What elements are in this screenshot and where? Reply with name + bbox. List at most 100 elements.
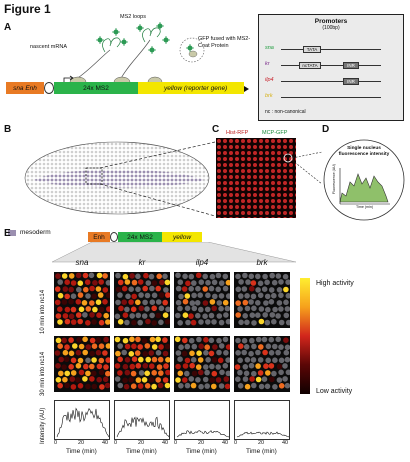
nucleus: [219, 369, 225, 376]
nucleus: [177, 305, 183, 312]
nucleus: [225, 344, 230, 350]
transcription-schematic: [63, 22, 205, 88]
nucleus: [175, 363, 181, 370]
nucleus: [262, 349, 268, 356]
nucleus: [223, 312, 229, 318]
nucleus: [184, 357, 191, 364]
intensity-trace-line: [116, 416, 170, 438]
time-axis-label: Time (min): [126, 448, 157, 455]
colorbar-high-label: High activity: [316, 280, 354, 287]
nucleus: [197, 357, 204, 363]
nucleus: [145, 318, 151, 325]
nucleus: [215, 286, 221, 293]
nucleus: [204, 383, 210, 389]
promoters-box: Promoters (100bp) sna TATA kr ncTATA INR…: [258, 14, 404, 121]
nucleus: [255, 349, 261, 356]
nucleus: [62, 286, 69, 292]
nucleus: [77, 318, 83, 325]
promoter-box-label: INR: [347, 63, 355, 68]
nucleus: [91, 370, 97, 377]
nucleus: [103, 364, 109, 370]
nucleus: [283, 349, 290, 356]
nucleus: [243, 344, 250, 350]
nucleus: [57, 279, 63, 285]
activity-colorbar: [300, 278, 310, 394]
nucleus: [284, 344, 290, 351]
nucleus: [85, 320, 91, 326]
nucleus: [212, 293, 218, 300]
nucleus: [215, 272, 222, 279]
nucleus: [215, 377, 222, 383]
time-tick-label: 0: [114, 440, 118, 446]
nuclei-activity-grid: [114, 336, 170, 392]
nucleus: [268, 287, 275, 293]
nucleus: [55, 363, 61, 369]
nucleus: [151, 305, 157, 312]
nucleus: [216, 313, 223, 319]
nucleus: [238, 293, 244, 299]
nucleus: [117, 319, 124, 325]
nucleus: [203, 350, 209, 356]
column-header-sna: sna: [75, 258, 89, 267]
intensity-trace-plot: [234, 400, 290, 440]
nucleus: [251, 320, 257, 326]
nucleus: [222, 363, 229, 369]
nucleus: [222, 336, 229, 343]
nucleus: [137, 344, 143, 350]
nucleus: [57, 319, 63, 325]
intensity-axis-label: Intensity (AU): [40, 407, 46, 444]
nucleus: [278, 306, 284, 312]
nucleus: [244, 319, 250, 326]
panel-e-promoter: [110, 232, 118, 242]
nucleus: [202, 313, 208, 319]
nuclei-activity-grid: [234, 272, 290, 328]
nucleus: [144, 292, 151, 299]
nucleus: [209, 299, 216, 305]
nucleus: [122, 337, 129, 344]
nucleus: [58, 356, 64, 363]
promoter-box-label: ncTATA: [302, 63, 318, 68]
nucleus: [198, 306, 204, 313]
nucleus: [175, 299, 182, 306]
promoter-box-nctata: ncTATA: [299, 62, 321, 69]
nucleus: [194, 300, 201, 306]
nucleus: [205, 357, 211, 363]
panel-letter-c: C: [212, 124, 220, 135]
single-nucleus-plot: [323, 139, 405, 221]
nucleus: [99, 384, 105, 390]
nucleus: [225, 279, 230, 286]
nuclei-activity-grid: [234, 336, 290, 392]
nucleus: [92, 306, 98, 313]
column-header-brk: brk: [256, 258, 268, 267]
nucleus: [82, 336, 88, 343]
nucleus: [144, 370, 150, 377]
nucleus: [61, 273, 68, 279]
nucleus: [195, 377, 201, 383]
nucleus: [142, 299, 148, 306]
panel-e-trapezoid: [51, 242, 297, 263]
nucleus: [285, 319, 290, 326]
nucleus: [182, 312, 189, 318]
nucleus: [105, 292, 110, 299]
nucleus: [114, 336, 121, 343]
panel-d-xlabel: Time (min): [356, 205, 374, 209]
nucleus: [211, 279, 218, 286]
nuclei-activity-grid: [54, 336, 110, 392]
gfp-label: GFP fused with MS2-Coat Protein: [198, 36, 251, 49]
construct-arrow-icon: [244, 86, 249, 92]
nucleus: [158, 292, 165, 298]
nucleus: [95, 349, 102, 356]
nucleus: [91, 293, 97, 300]
nucleus: [106, 306, 110, 312]
nucleus: [102, 273, 108, 279]
nucleus: [198, 383, 204, 390]
nucleus: [205, 279, 211, 286]
nucleus: [89, 363, 95, 370]
nucleus: [261, 376, 268, 382]
nucleus: [257, 357, 264, 363]
nucleus: [64, 306, 71, 313]
nucleus: [250, 280, 257, 286]
nucleus: [188, 337, 195, 344]
nucleus: [83, 363, 89, 370]
row-label-10min: 10 min into nc14: [40, 289, 46, 334]
